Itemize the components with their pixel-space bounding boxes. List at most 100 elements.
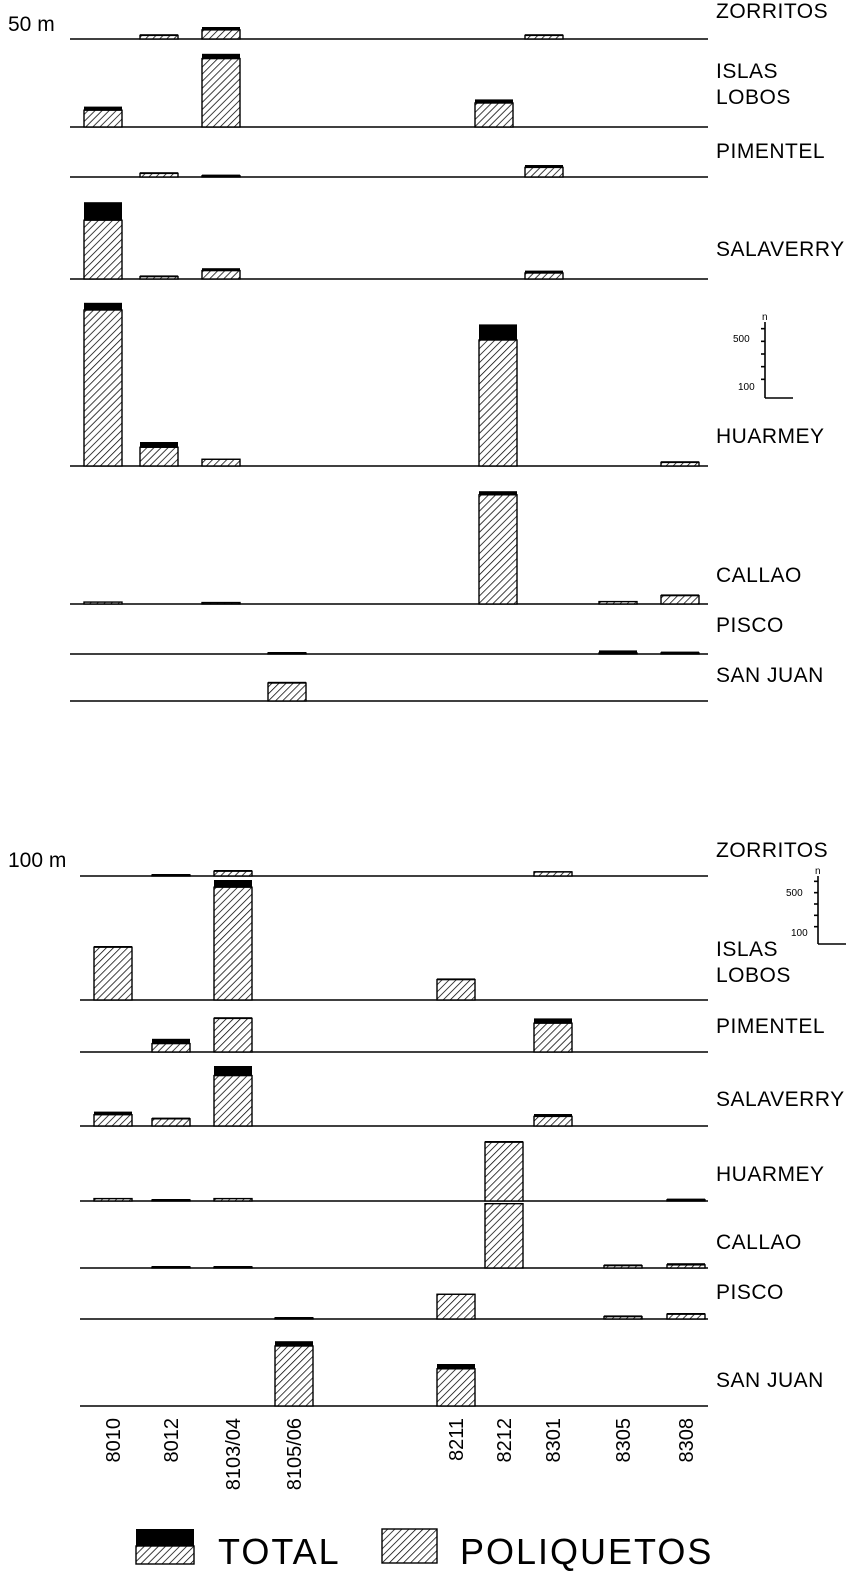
- bar-poliquetos: [436, 1368, 476, 1407]
- x-tick-8103-04: 8103/04: [223, 1418, 245, 1490]
- station-label: CALLAO: [716, 1231, 802, 1254]
- station-islas-lobos-group: ISLAS LOBOS: [70, 53, 791, 128]
- bar-poliquetos: [151, 1199, 191, 1202]
- bar-8103-04: [201, 53, 241, 128]
- bar-poliquetos: [478, 339, 518, 467]
- bar-8305: [598, 650, 638, 655]
- bar-8103-04: [213, 1266, 253, 1269]
- bar-poliquetos: [598, 600, 638, 605]
- station-label: ISLAS LOBOS: [716, 60, 791, 109]
- station-label: PISCO: [716, 1281, 784, 1304]
- bar-poliquetos: [484, 1202, 524, 1269]
- bar-poliquetos: [267, 682, 307, 702]
- bar-8301: [524, 270, 564, 280]
- bar-8103-04: [201, 268, 241, 280]
- bar-8212: [478, 491, 518, 605]
- bar-poliquetos: [151, 1042, 191, 1053]
- station-callao-group: CALLAO: [70, 491, 801, 605]
- scale-unit: n: [815, 866, 821, 877]
- scale-unit: n: [762, 312, 768, 323]
- station-huarmey-group: HUARMEY: [70, 302, 824, 467]
- bar-poliquetos: [436, 1293, 476, 1320]
- scale-tick-label: 100: [738, 382, 755, 393]
- bar-poliquetos: [666, 1313, 706, 1320]
- x-tick-8305: 8305: [613, 1418, 635, 1463]
- legend-total: TOTAL: [135, 1529, 339, 1572]
- bar-poliquetos: [660, 652, 700, 655]
- x-tick-8308: 8308: [676, 1418, 698, 1463]
- bar-8010: [93, 946, 133, 1001]
- panel-50-m: 50 m ZORRITOS ISLAS LOBOS PIMENTEL SALAVERRY H…: [8, 0, 844, 702]
- station-callao-group: CALLAO: [80, 1202, 802, 1269]
- bar-8012: [151, 1117, 191, 1127]
- bar-8301: [524, 165, 564, 178]
- bar-poliquetos: [267, 652, 307, 655]
- bar-poliquetos: [201, 269, 241, 280]
- bar-poliquetos: [474, 102, 514, 128]
- bar-poliquetos: [213, 886, 253, 1001]
- station-san-juan-group: SAN JUAN: [80, 1341, 823, 1407]
- bar-8103-04: [201, 174, 241, 178]
- station-pisco-group: PISCO: [80, 1281, 784, 1320]
- bar-8012: [151, 874, 191, 877]
- station-label: ISLAS LOBOS: [716, 938, 791, 987]
- bar-8103-04: [213, 1017, 253, 1053]
- bar-poliquetos: [151, 1118, 191, 1127]
- scale-bar: n 500 100: [786, 866, 846, 945]
- bar-8308: [666, 1198, 706, 1202]
- bar-8211: [436, 978, 476, 1001]
- bar-poliquetos: [93, 946, 133, 1001]
- station-zorritos-group: ZORRITOS: [80, 839, 828, 877]
- bar-poliquetos: [524, 166, 564, 178]
- bar-8010: [83, 601, 123, 605]
- bar-poliquetos: [533, 871, 573, 877]
- panel-100-m: 100 m ZORRITOS ISLAS LOBOS PIMENTEL SALAVERRY…: [8, 839, 845, 1407]
- bar-8212: [484, 1141, 524, 1202]
- bar-8301: [524, 34, 564, 40]
- bar-8012: [151, 1199, 191, 1202]
- bar-8012: [139, 275, 179, 280]
- bar-total: [599, 650, 637, 654]
- bar-poliquetos: [603, 1264, 643, 1269]
- bar-poliquetos: [478, 494, 518, 605]
- station-huarmey-group: HUARMEY: [80, 1141, 825, 1202]
- legend-swatch-total-hatch: [135, 1545, 195, 1565]
- station-zorritos-group: ZORRITOS: [70, 0, 828, 40]
- station-label: PIMENTEL: [716, 140, 825, 163]
- bar-poliquetos: [524, 272, 564, 280]
- legend-label-poliquetos: POLIQUETOS: [460, 1531, 713, 1572]
- station-pisco-group: PISCO: [70, 614, 783, 655]
- station-salaverry-group: SALAVERRY: [70, 202, 844, 280]
- bar-poliquetos: [213, 1266, 253, 1269]
- bar-8301: [533, 1018, 573, 1053]
- bar-poliquetos: [274, 1345, 314, 1407]
- bar-poliquetos: [274, 1317, 314, 1320]
- bar-8012: [139, 34, 179, 40]
- bar-8308: [666, 1313, 706, 1320]
- bar-8010: [83, 302, 123, 467]
- depth-label: 50 m: [8, 13, 55, 36]
- bar-poliquetos: [201, 29, 241, 40]
- bar-poliquetos: [666, 1199, 706, 1202]
- x-tick-8105-06: 8105/06: [284, 1418, 306, 1490]
- bar-8012: [151, 1266, 191, 1269]
- scale-tick-label: 100: [791, 928, 808, 939]
- bar-8010: [93, 1197, 133, 1202]
- station-pimentel-group: PIMENTEL: [80, 1015, 825, 1053]
- station-label: SALAVERRY: [716, 1088, 845, 1111]
- bar-8211: [436, 1364, 476, 1407]
- bar-8103-04: [213, 1066, 253, 1127]
- bar-poliquetos: [598, 652, 638, 655]
- x-tick-8212: 8212: [494, 1418, 516, 1463]
- station-label: HUARMEY: [716, 1163, 825, 1186]
- bar-poliquetos: [213, 870, 253, 877]
- bar-poliquetos: [603, 1315, 643, 1320]
- legend-swatch-total: [136, 1529, 194, 1546]
- bar-poliquetos: [660, 594, 700, 605]
- legend-poliquetos: POLIQUETOS: [381, 1528, 713, 1572]
- bar-8105-06: [267, 681, 307, 702]
- bar-8308: [660, 651, 700, 655]
- bar-8305: [603, 1264, 643, 1269]
- bar-poliquetos: [213, 1074, 253, 1127]
